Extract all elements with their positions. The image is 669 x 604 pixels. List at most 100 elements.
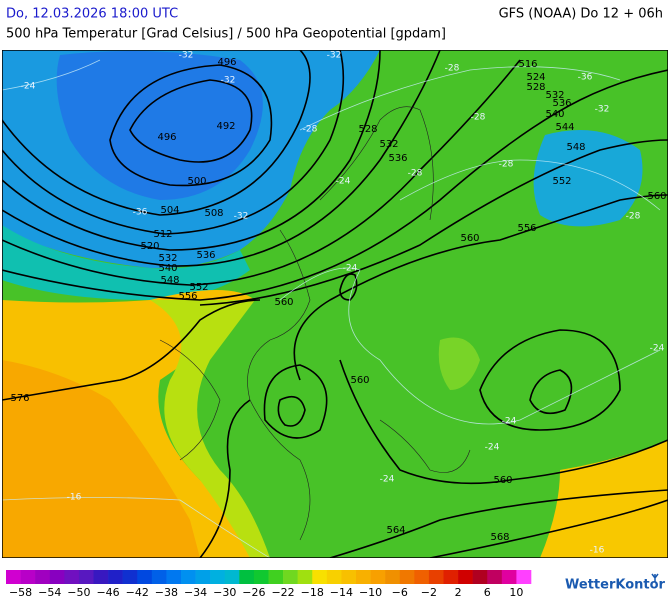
legend-swatch — [137, 570, 153, 584]
isotherm-label: -36 — [133, 208, 148, 218]
contour-label: 496 — [157, 132, 176, 143]
cool-band — [2, 225, 250, 300]
isotherm-label: -32 — [327, 51, 342, 61]
legend-label: −2 — [421, 586, 437, 599]
legend-swatch — [181, 570, 196, 584]
isotherms — [2, 59, 661, 558]
legend-label: −14 — [330, 586, 353, 599]
legend-swatch — [501, 570, 517, 584]
contour-label: 536 — [552, 98, 571, 109]
isotherm-label: -16 — [67, 493, 82, 503]
isotherm-label: -32 — [179, 51, 194, 61]
legend-label: −18 — [301, 586, 324, 599]
legend-swatch — [78, 570, 94, 584]
isotherm-label: -32 — [595, 105, 610, 115]
contour-label: 496 — [217, 57, 236, 68]
contour-label: 548 — [160, 275, 179, 286]
legend-swatch — [35, 570, 51, 584]
warm-patch — [438, 337, 480, 390]
legend-swatch — [122, 570, 138, 584]
legend-swatch — [297, 570, 313, 584]
legend-swatch — [253, 570, 269, 584]
legend-label: −46 — [96, 586, 119, 599]
legend-swatch — [64, 570, 80, 584]
legend-swatch — [458, 570, 473, 584]
legend-swatch — [93, 570, 109, 584]
legend-label: −26 — [242, 586, 265, 599]
isotherm-label: -36 — [578, 73, 593, 83]
legend-swatch — [49, 570, 65, 584]
contour-label: 548 — [566, 142, 585, 153]
contour-label: 504 — [160, 205, 179, 216]
isotherm-label: -28 — [471, 113, 486, 123]
legend-swatch — [370, 570, 386, 584]
contour-label: 524 — [526, 72, 545, 83]
contour-label: 544 — [555, 122, 574, 133]
logo: WetterKontor — [565, 578, 666, 593]
legend-swatch — [224, 570, 240, 584]
contour-label: 540 — [545, 109, 564, 120]
contour-label: 520 — [140, 241, 159, 252]
isotherm-label: -24 — [650, 344, 665, 354]
isotherm-label: -32 — [234, 212, 249, 222]
legend-label: −50 — [67, 586, 90, 599]
contour-label: 536 — [388, 153, 407, 164]
contour-label: 492 — [216, 121, 235, 132]
contour-label: 552 — [189, 282, 208, 293]
legend-swatch — [20, 570, 36, 584]
isotherm-label: -24 — [21, 82, 36, 92]
legend-swatch — [414, 570, 430, 584]
isotherm-label: -28 — [626, 212, 641, 222]
contour-label: 500 — [187, 176, 206, 187]
legend-swatch — [195, 570, 211, 584]
legend-swatch — [151, 570, 167, 584]
contour-label: 536 — [196, 250, 215, 261]
contour-label: 560 — [460, 233, 479, 244]
legend-swatch — [210, 570, 226, 584]
contour-label: 560 — [493, 475, 512, 486]
legend-swatch — [443, 570, 459, 584]
isotherm-label: -32 — [221, 76, 236, 86]
contour-label: 556 — [517, 223, 536, 234]
legend-label: −6 — [392, 586, 408, 599]
logo-icon — [651, 573, 659, 582]
legend-label: 2 — [455, 586, 462, 599]
cold-core — [56, 51, 263, 200]
legend-swatch — [268, 570, 284, 584]
legend-label: −58 — [9, 586, 32, 599]
legend-swatch — [341, 570, 357, 584]
contour-label: 532 — [158, 253, 177, 264]
legend-swatch — [326, 570, 342, 584]
legend-label: −54 — [38, 586, 61, 599]
contour-label: 532 — [545, 90, 564, 101]
legend-label: 10 — [509, 586, 523, 599]
contour-label: 552 — [552, 176, 571, 187]
contour-label: 528 — [358, 124, 377, 135]
isotherm-label: -24 — [502, 417, 517, 427]
legend-swatch — [472, 570, 488, 584]
map — [2, 50, 668, 558]
legend-swatch — [516, 570, 532, 584]
legend-swatch — [6, 570, 21, 584]
isotherm-label: -24 — [343, 264, 358, 274]
isotherm-label: -16 — [590, 546, 605, 556]
header-time: Do, 12.03.2026 18:00 UTC — [6, 7, 178, 22]
isotherm-label: -28 — [499, 160, 514, 170]
legend-swatch — [283, 570, 298, 584]
legend-label: −10 — [359, 586, 382, 599]
contour-label: 560 — [350, 375, 369, 386]
contour-label: 556 — [178, 291, 197, 302]
isotherm-label: -28 — [303, 125, 318, 135]
contour-label: 516 — [518, 59, 537, 70]
legend-label: −22 — [271, 586, 294, 599]
legend-label: −42 — [126, 586, 149, 599]
contour-label: 564 — [386, 525, 405, 536]
coastlines — [159, 106, 471, 541]
legend-swatch — [356, 570, 371, 584]
header-subtitle: 500 hPa Temperatur [Grad Celsius] / 500 … — [6, 27, 446, 42]
isotherm-label: -28 — [445, 64, 460, 74]
header-model: GFS (NOAA) Do 12 + 06h — [499, 7, 663, 22]
contour-label: 540 — [158, 263, 177, 274]
contours — [2, 50, 668, 558]
